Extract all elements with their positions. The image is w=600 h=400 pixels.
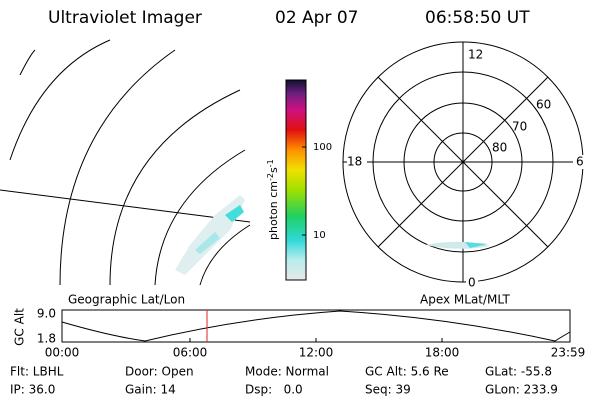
status-field: GLon: 233.9 xyxy=(485,383,558,397)
time: 06:58:50 UT xyxy=(425,8,530,28)
status-field: Dsp: 0.0 xyxy=(245,383,303,397)
panel-label: Geographic Lat/Lon xyxy=(68,293,185,307)
unit: photon cm xyxy=(267,181,280,240)
unit: s xyxy=(267,167,280,173)
y-tick-label: 1.8 xyxy=(37,332,56,346)
status-field: IP: 36.0 xyxy=(10,383,55,397)
x-tick-label: 06:00 xyxy=(173,346,208,360)
hour-label: 12 xyxy=(468,48,483,62)
lat-label: 60 xyxy=(536,98,551,112)
status-field: GLat: -55.8 xyxy=(485,365,552,379)
hour-label: 0 xyxy=(468,276,476,290)
status-field: Gain: 14 xyxy=(125,383,176,397)
panel-label: Apex MLat/MLT xyxy=(420,293,510,307)
date: 02 Apr 07 xyxy=(275,8,358,28)
hour-label: 18 xyxy=(347,155,362,169)
geographic-map xyxy=(0,39,251,285)
x-tick-label: 23:59 xyxy=(551,346,586,360)
x-tick-label: 12:00 xyxy=(299,346,334,360)
colorbar-tick: 10 xyxy=(313,230,326,241)
y-tick-label: 9.0 xyxy=(37,307,56,321)
x-tick-label: 00:00 xyxy=(45,346,80,360)
status-field: Flt: LBHL xyxy=(10,365,64,379)
footer: Flt: LBHL Door: Open Mode: Normal GC Alt: 5… xyxy=(10,365,558,397)
exponent: -1 xyxy=(266,159,275,167)
hour-label: 6 xyxy=(576,155,584,169)
colorbar xyxy=(285,79,307,281)
status-field: Seq: 39 xyxy=(365,383,411,397)
status-field: Mode: Normal xyxy=(245,365,329,379)
status-field: Door: Open xyxy=(125,365,194,379)
colorbar-tick: 100 xyxy=(313,142,332,153)
title: Ultraviolet Imager xyxy=(48,8,202,28)
lat-label: 80 xyxy=(492,141,507,155)
status-field: GC Alt: 5.6 Re xyxy=(365,365,449,379)
colorbar-label: photon cm-2s-1 xyxy=(266,159,281,240)
x-tick-label: 18:00 xyxy=(425,346,460,360)
exponent: -2 xyxy=(266,173,275,181)
axis-label: GC Alt xyxy=(13,308,27,346)
lat-label: 70 xyxy=(512,120,527,134)
altitude-panel xyxy=(61,309,571,343)
polar-plot xyxy=(342,41,585,290)
